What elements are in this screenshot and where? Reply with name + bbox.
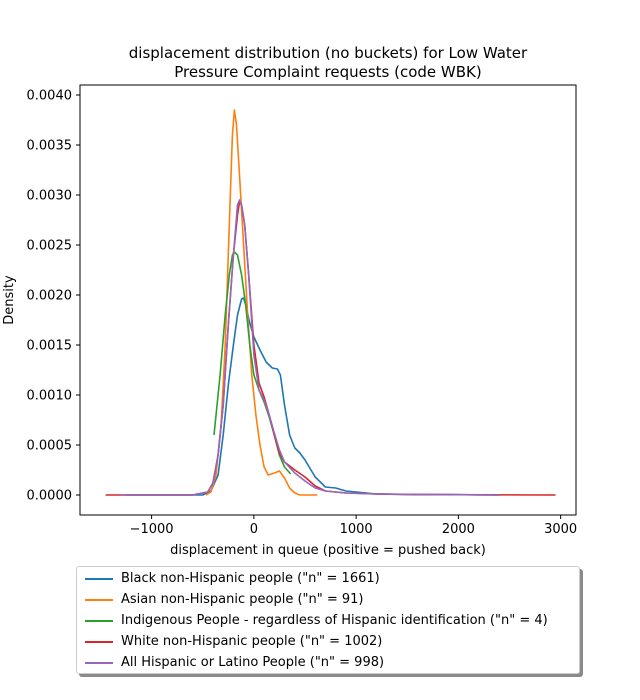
legend-swatch [85, 598, 113, 601]
x-tick-label: −1000 [130, 522, 174, 537]
legend-label: Indigenous People - regardless of Hispan… [121, 613, 548, 628]
x-tick-label: 0 [250, 522, 258, 537]
y-tick-label: 0.0015 [27, 339, 73, 354]
x-tick-label: 2000 [442, 522, 475, 537]
chart-title-line: Pressure Complaint requests (code WBK) [174, 63, 482, 81]
chart-title-line: displacement distribution (no buckets) f… [129, 44, 528, 62]
legend-label: Black non-Hispanic people ("n" = 1661) [121, 571, 380, 586]
legend-label: White non-Hispanic people ("n" = 1002) [121, 634, 383, 649]
axes-frame [79, 84, 577, 516]
legend-item: White non-Hispanic people ("n" = 1002) [85, 631, 382, 652]
series-line-4 [120, 199, 500, 496]
series-line-0 [126, 297, 500, 496]
y-tick-label: 0.0040 [27, 89, 73, 104]
y-tick-label: 0.0000 [27, 489, 73, 504]
x-axis-label: displacement in queue (positive = pushed… [170, 543, 486, 558]
y-tick-label: 0.0005 [27, 439, 73, 454]
x-tick-label: 3000 [544, 522, 577, 537]
legend-item: Black non-Hispanic people ("n" = 1661) [85, 568, 380, 589]
y-tick-label: 0.0030 [27, 189, 73, 204]
plot-area [105, 109, 556, 496]
legend-label: Asian non-Hispanic people ("n" = 91) [121, 592, 364, 607]
legend-swatch [85, 640, 113, 643]
legend-item: All Hispanic or Latino People ("n" = 998… [85, 652, 384, 673]
y-tick-label: 0.0020 [27, 289, 73, 304]
y-tick-label: 0.0010 [27, 389, 73, 404]
x-axis: −1000 0 1000 2000 3000 [130, 515, 577, 537]
legend: Black non-Hispanic people ("n" = 1661) As… [76, 566, 580, 674]
legend-swatch [85, 661, 113, 664]
legend-item: Asian non-Hispanic people ("n" = 91) [85, 589, 364, 610]
legend-label: All Hispanic or Latino People ("n" = 998… [121, 655, 385, 670]
legend-swatch [85, 619, 113, 622]
x-tick-label: 1000 [340, 522, 373, 537]
legend-swatch [85, 577, 113, 580]
legend-item: Indigenous People - regardless of Hispan… [85, 610, 548, 631]
y-axis-label: Density [2, 275, 17, 325]
series-line-3 [105, 201, 556, 496]
y-tick-label: 0.0035 [27, 139, 73, 154]
chart-title: displacement distribution (no buckets) f… [129, 44, 528, 81]
y-tick-label: 0.0025 [27, 239, 73, 254]
y-axis: 0.0000 0.0005 0.0010 0.0015 0.0020 0.0025 0.00… [27, 89, 80, 504]
